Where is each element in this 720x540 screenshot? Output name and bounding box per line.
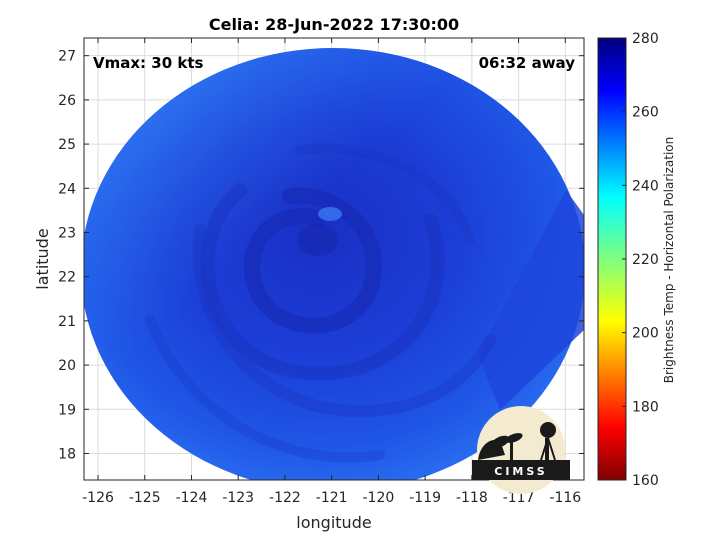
- x-axis: -126 -125 -124 -123 -122 -121 -120 -119 -118 -117…: [82, 38, 581, 506]
- colorbar-tick-label: 220: [632, 252, 659, 268]
- colorbar-tick-label: 280: [632, 31, 659, 47]
- cimss-logo-text: CIMSS: [494, 465, 547, 478]
- y-tick-label: 21: [58, 314, 76, 330]
- x-tick-label: -120: [363, 490, 395, 506]
- y-tick-label: 19: [58, 402, 76, 418]
- colorbar-tick-label: 240: [632, 178, 659, 194]
- brightness-temp-swath: [84, 48, 584, 480]
- colorbar: [597, 37, 627, 481]
- x-tick-label: -126: [82, 490, 114, 506]
- colorbar-tick-label: 180: [632, 399, 659, 415]
- y-tick-label: 25: [58, 137, 76, 153]
- y-tick-label: 20: [58, 358, 76, 374]
- x-tick-label: -119: [409, 490, 441, 506]
- x-tick-label: -116: [549, 490, 581, 506]
- y-tick-label: 26: [58, 93, 76, 109]
- x-tick-label: -123: [222, 490, 254, 506]
- x-tick-label: -118: [456, 490, 488, 506]
- colorbar-tick-label: 160: [632, 473, 659, 489]
- colorbar-label: Brightness Temp - Horizontal Polarizatio…: [662, 137, 676, 384]
- x-tick-label: -117: [503, 490, 535, 506]
- vmax-annotation: Vmax: 30 kts: [93, 54, 203, 72]
- y-tick-label: 23: [58, 225, 76, 241]
- y-tick-label: 18: [58, 446, 76, 462]
- x-tick-label: -121: [316, 490, 348, 506]
- time-away-annotation: 06:32 away: [479, 54, 576, 72]
- spiral-bands: [145, 143, 496, 463]
- x-axis-label: longitude: [296, 513, 371, 532]
- chart-title: Celia: 28-Jun-2022 17:30:00: [209, 15, 459, 34]
- colorbar-ticks: 160 180 200 220 240 260 280: [622, 31, 659, 489]
- colorbar-tick-label: 260: [632, 105, 659, 121]
- x-tick-label: -124: [176, 490, 208, 506]
- axes-frame: [83, 37, 585, 481]
- x-tick-label: -125: [129, 490, 161, 506]
- y-tick-label: 27: [58, 49, 76, 65]
- cimss-logo: CIMSS: [472, 406, 570, 494]
- y-axis: 18 19 20 21 22 23 24 25 26 27: [58, 49, 584, 462]
- y-tick-label: 24: [58, 181, 76, 197]
- y-tick-label: 22: [58, 270, 76, 286]
- x-tick-label: -122: [269, 490, 301, 506]
- colorbar-tick-label: 200: [632, 326, 659, 342]
- y-axis-label: latitude: [33, 228, 52, 289]
